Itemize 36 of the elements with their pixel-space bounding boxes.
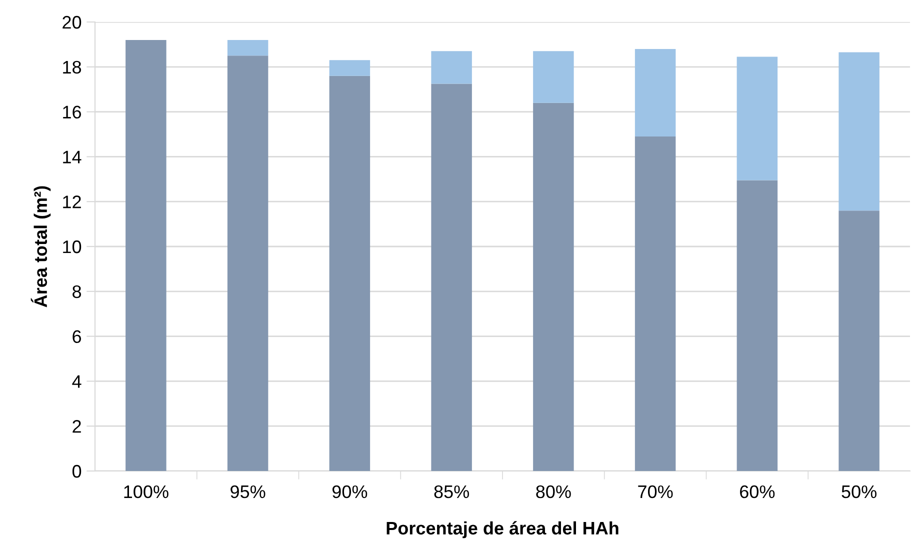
- bar: [431, 51, 472, 84]
- x-tick-label: 85%: [434, 485, 469, 498]
- bar: [227, 40, 268, 56]
- y-tick-label: 2: [72, 420, 81, 433]
- bar: [838, 210, 880, 471]
- y-tick-label: 10: [63, 240, 82, 254]
- y-tick-label: 8: [72, 285, 82, 298]
- bar: [126, 40, 166, 471]
- bar: [533, 102, 574, 471]
- bar: [634, 136, 676, 471]
- y-tick-label: 18: [63, 60, 82, 74]
- x-tick-label: 50%: [842, 485, 876, 498]
- y-tick-label: 0: [72, 464, 82, 478]
- x-tick-label: 90%: [332, 485, 368, 498]
- y-axis-title: Área total (m²): [30, 186, 51, 308]
- bar: [736, 56, 778, 180]
- y-tick-label: 14: [63, 150, 82, 164]
- y-tick-label: 20: [62, 16, 82, 29]
- bar: [533, 51, 574, 103]
- y-tick-label: 4: [72, 375, 82, 388]
- bar: [634, 48, 676, 136]
- x-tick-label: 70%: [638, 485, 673, 498]
- y-tick-label: 12: [63, 196, 81, 208]
- x-tick-label: 95%: [230, 485, 266, 498]
- bar: [736, 180, 778, 471]
- x-tick-label: 100%: [124, 485, 168, 498]
- y-tick-label: 16: [63, 106, 82, 119]
- x-axis-title: Porcentaje de área del HAh: [386, 521, 618, 538]
- y-tick-label: 6: [72, 330, 82, 344]
- x-tick-label: 80%: [536, 485, 571, 498]
- bar: [329, 60, 370, 76]
- bar: [329, 76, 370, 471]
- bar: [227, 56, 268, 471]
- x-tick-label: 60%: [740, 485, 775, 498]
- bar: [431, 84, 472, 471]
- bar: [838, 52, 880, 211]
